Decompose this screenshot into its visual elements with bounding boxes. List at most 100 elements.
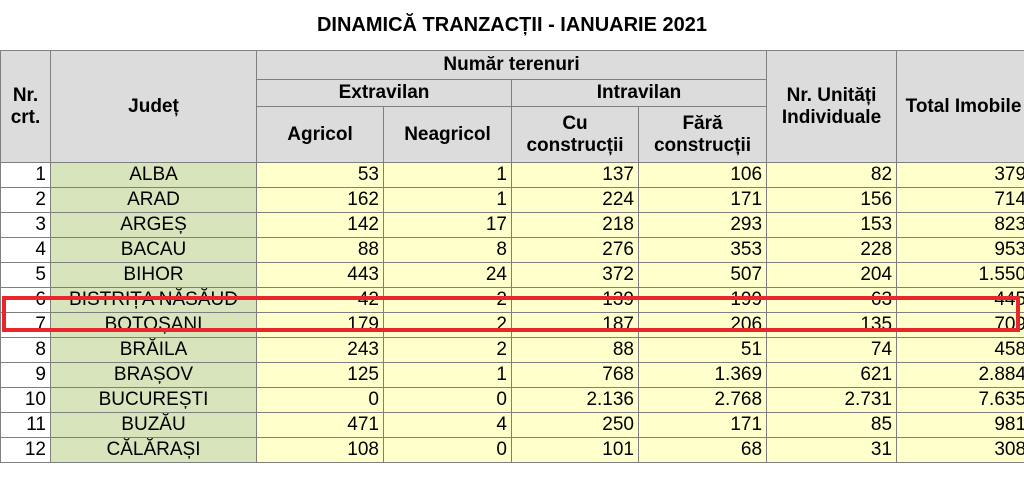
header-unitati: Nr. Unități Individuale bbox=[766, 50, 898, 163]
cell-cu-constructii: 101 bbox=[511, 437, 639, 463]
cell-unitati: 228 bbox=[766, 237, 898, 263]
cell-cu-constructii: 88 bbox=[511, 337, 639, 363]
cell-neagricol: 1 bbox=[383, 162, 512, 188]
cell-fara-constructii: 293 bbox=[637, 212, 768, 238]
cell-judet: ARAD bbox=[50, 187, 257, 213]
cell-fara-constructii: 206 bbox=[637, 312, 768, 338]
cell-unitati: 153 bbox=[766, 212, 898, 238]
cell-neagricol: 4 bbox=[383, 412, 512, 438]
cell-nr: 1 bbox=[0, 162, 51, 188]
cell-total: 379 bbox=[896, 162, 1024, 188]
cell-total: 953 bbox=[896, 237, 1024, 263]
cell-nr: 6 bbox=[0, 287, 51, 313]
cell-judet: ALBA bbox=[50, 162, 257, 188]
cell-cu-constructii: 187 bbox=[511, 312, 639, 338]
transactions-table: Nr. crt. Județ Număr terenuri Nr. Unităț… bbox=[0, 50, 1024, 463]
cell-fara-constructii: 171 bbox=[637, 187, 768, 213]
cell-unitati: 85 bbox=[766, 412, 898, 438]
cell-cu-constructii: 276 bbox=[511, 237, 639, 263]
cell-fara-constructii: 2.768 bbox=[637, 387, 768, 413]
cell-fara-constructii: 353 bbox=[637, 237, 768, 263]
cell-nr: 3 bbox=[0, 212, 51, 238]
cell-unitati: 156 bbox=[766, 187, 898, 213]
header-total: Total Imobile bbox=[896, 50, 1024, 163]
cell-agricol: 125 bbox=[256, 362, 384, 388]
cell-agricol: 0 bbox=[256, 387, 384, 413]
cell-cu-constructii: 2.136 bbox=[511, 387, 639, 413]
cell-judet: CĂLĂRAȘI bbox=[50, 437, 257, 463]
table-row: 3 ARGEȘ 142 17 218 293 153 823 bbox=[0, 212, 1024, 238]
cell-agricol: 53 bbox=[256, 162, 384, 188]
table-row: 11 BUZĂU 471 4 250 171 85 981 bbox=[0, 412, 1024, 438]
table-row: 8 BRĂILA 243 2 88 51 74 458 bbox=[0, 337, 1024, 363]
table-row: 9 BRAȘOV 125 1 768 1.369 621 2.884 bbox=[0, 362, 1024, 388]
header-extravilan: Extravilan bbox=[256, 79, 512, 107]
cell-nr: 8 bbox=[0, 337, 51, 363]
cell-cu-constructii: 768 bbox=[511, 362, 639, 388]
cell-unitati: 2.731 bbox=[766, 387, 898, 413]
cell-judet: BUZĂU bbox=[50, 412, 257, 438]
header-neagricol: Neagricol bbox=[383, 106, 512, 163]
cell-nr: 9 bbox=[0, 362, 51, 388]
cell-total: 714 bbox=[896, 187, 1024, 213]
cell-total: 308 bbox=[896, 437, 1024, 463]
cell-judet: BIHOR bbox=[50, 262, 257, 288]
cell-total: 981 bbox=[896, 412, 1024, 438]
cell-fara-constructii: 68 bbox=[637, 437, 768, 463]
table-row: 5 BIHOR 443 24 372 507 204 1.550 bbox=[0, 262, 1024, 288]
header-fara-constructii: Fără construcții bbox=[637, 106, 768, 163]
cell-fara-constructii: 507 bbox=[637, 262, 768, 288]
cell-agricol: 471 bbox=[256, 412, 384, 438]
header-judet: Județ bbox=[50, 50, 257, 163]
cell-neagricol: 1 bbox=[383, 187, 512, 213]
cell-cu-constructii: 218 bbox=[511, 212, 639, 238]
header-intravilan: Intravilan bbox=[510, 79, 768, 107]
cell-neagricol: 0 bbox=[383, 437, 512, 463]
table-row: 1 ALBA 53 1 137 106 82 379 bbox=[0, 162, 1024, 188]
cell-fara-constructii: 51 bbox=[637, 337, 768, 363]
header-cu-constructii: Cu construcții bbox=[511, 106, 639, 163]
cell-unitati: 74 bbox=[766, 337, 898, 363]
cell-neagricol: 0 bbox=[383, 387, 512, 413]
cell-judet: BRAȘOV bbox=[50, 362, 257, 388]
cell-unitati: 63 bbox=[766, 287, 898, 313]
cell-total: 1.550 bbox=[896, 262, 1024, 288]
cell-neagricol: 2 bbox=[383, 287, 512, 313]
cell-cu-constructii: 372 bbox=[511, 262, 639, 288]
cell-agricol: 142 bbox=[256, 212, 384, 238]
cell-neagricol: 1 bbox=[383, 362, 512, 388]
cell-total: 458 bbox=[896, 337, 1024, 363]
cell-unitati: 204 bbox=[766, 262, 898, 288]
cell-judet: ARGEȘ bbox=[50, 212, 257, 238]
table-title: DINAMICĂ TRANZACȚII - IANUARIE 2021 bbox=[316, 14, 708, 36]
cell-unitati: 31 bbox=[766, 437, 898, 463]
cell-cu-constructii: 137 bbox=[511, 162, 639, 188]
header-agricol: Agricol bbox=[256, 106, 384, 163]
cell-total: 7.635 bbox=[896, 387, 1024, 413]
cell-agricol: 88 bbox=[256, 237, 384, 263]
table-row: 6 BISTRIȚA NĂSĂUD 42 2 139 199 63 445 bbox=[0, 287, 1024, 313]
cell-fara-constructii: 171 bbox=[637, 412, 768, 438]
cell-agricol: 243 bbox=[256, 337, 384, 363]
cell-neagricol: 2 bbox=[383, 312, 512, 338]
cell-neagricol: 2 bbox=[383, 337, 512, 363]
header-nr: Nr. crt. bbox=[0, 50, 51, 163]
cell-nr: 10 bbox=[0, 387, 51, 413]
cell-agricol: 108 bbox=[256, 437, 384, 463]
cell-agricol: 443 bbox=[256, 262, 384, 288]
cell-nr: 11 bbox=[0, 412, 51, 438]
table-row: 4 BACAU 88 8 276 353 228 953 bbox=[0, 237, 1024, 263]
cell-judet: BACAU bbox=[50, 237, 257, 263]
cell-nr: 4 bbox=[0, 237, 51, 263]
cell-unitati: 82 bbox=[766, 162, 898, 188]
cell-total: 2.884 bbox=[896, 362, 1024, 388]
cell-neagricol: 8 bbox=[383, 237, 512, 263]
table-row: 10 BUCUREȘTI 0 0 2.136 2.768 2.731 7.635 bbox=[0, 387, 1024, 413]
cell-fara-constructii: 106 bbox=[637, 162, 768, 188]
cell-neagricol: 17 bbox=[383, 212, 512, 238]
cell-total: 823 bbox=[896, 212, 1024, 238]
cell-judet: BISTRIȚA NĂSĂUD bbox=[50, 287, 257, 313]
table-row: 2 ARAD 162 1 224 171 156 714 bbox=[0, 187, 1024, 213]
cell-nr: 7 bbox=[0, 312, 51, 338]
cell-nr: 12 bbox=[0, 437, 51, 463]
